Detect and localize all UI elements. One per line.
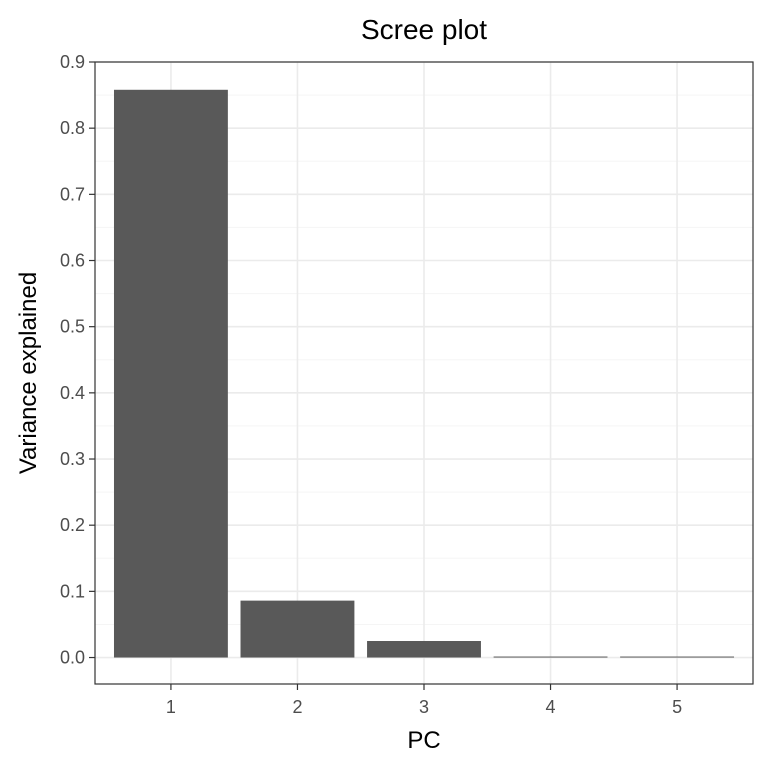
y-tick-label: 0.2	[60, 515, 85, 535]
x-tick-label: 4	[546, 697, 556, 717]
y-axis: 0.0 0.1 0.2 0.3 0.4 0.5 0.6 0.7 0.8 0.9	[60, 52, 95, 668]
x-tick-label: 5	[672, 697, 682, 717]
y-tick-label: 0.3	[60, 449, 85, 469]
bar-pc-4	[493, 656, 608, 658]
y-tick-label: 0.6	[60, 251, 85, 271]
x-tick-label: 3	[419, 697, 429, 717]
bars	[113, 89, 735, 658]
bar-pc-1	[113, 89, 228, 658]
y-tick-label: 0.9	[60, 52, 85, 72]
y-tick-label: 0.7	[60, 184, 85, 204]
y-axis-title: Variance explained	[15, 272, 42, 474]
y-tick-label: 0.1	[60, 581, 85, 601]
x-axis-title: PC	[407, 727, 440, 754]
x-tick-label: 2	[292, 697, 302, 717]
bar-pc-5	[620, 656, 735, 658]
x-tick-label: 1	[166, 697, 176, 717]
chart-title: Scree plot	[361, 14, 487, 45]
x-axis: 1 2 3 4 5	[166, 684, 682, 717]
bar-pc-2	[240, 600, 355, 658]
y-tick-label: 0.5	[60, 317, 85, 337]
y-tick-label: 0.4	[60, 383, 85, 403]
y-tick-label: 0.8	[60, 118, 85, 138]
bar-pc-3	[367, 640, 481, 658]
y-tick-label: 0.0	[60, 648, 85, 668]
